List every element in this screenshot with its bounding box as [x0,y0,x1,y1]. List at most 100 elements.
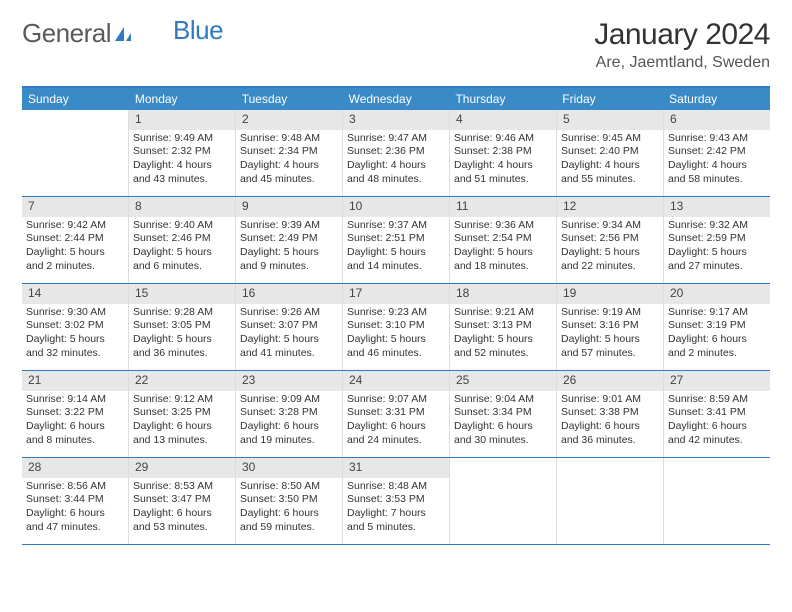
detail-line: and 42 minutes. [668,434,766,448]
detail-line: Sunrise: 8:53 AM [133,480,231,494]
day-cell: 12Sunrise: 9:34 AMSunset: 2:56 PMDayligh… [557,197,664,283]
detail-line: Sunset: 2:38 PM [454,145,552,159]
detail-line: and 51 minutes. [454,173,552,187]
detail-line: Daylight: 4 hours [240,159,338,173]
title-block: January 2024 Are, Jaemtland, Sweden [594,18,770,72]
day-details: Sunrise: 8:56 AMSunset: 3:44 PMDaylight:… [22,478,128,539]
detail-line: Sunrise: 9:07 AM [347,393,445,407]
day-cell: 3Sunrise: 9:47 AMSunset: 2:36 PMDaylight… [343,110,450,196]
detail-line: Daylight: 5 hours [26,246,124,260]
day-number: 3 [343,110,449,130]
detail-line: Daylight: 4 hours [454,159,552,173]
detail-line: Sunset: 3:44 PM [26,493,124,507]
detail-line: Sunset: 2:42 PM [668,145,766,159]
logo: General Blue [22,18,223,49]
detail-line: Daylight: 5 hours [454,333,552,347]
detail-line: and 55 minutes. [561,173,659,187]
day-number: 20 [664,284,770,304]
day-cell: 25Sunrise: 9:04 AMSunset: 3:34 PMDayligh… [450,371,557,457]
day-cell: 14Sunrise: 9:30 AMSunset: 3:02 PMDayligh… [22,284,129,370]
detail-line: and 53 minutes. [133,521,231,535]
detail-line: Sunrise: 9:14 AM [26,393,124,407]
day-number: 9 [236,197,342,217]
detail-line: Daylight: 6 hours [26,420,124,434]
day-cell: 6Sunrise: 9:43 AMSunset: 2:42 PMDaylight… [664,110,770,196]
detail-line: Sunset: 2:46 PM [133,232,231,246]
detail-line: Daylight: 4 hours [561,159,659,173]
day-number: 14 [22,284,128,304]
day-details: Sunrise: 9:17 AMSunset: 3:19 PMDaylight:… [664,304,770,365]
day-cell [664,458,770,544]
day-number: 29 [129,458,235,478]
week-row: 1Sunrise: 9:49 AMSunset: 2:32 PMDaylight… [22,110,770,197]
detail-line: Daylight: 4 hours [668,159,766,173]
day-number: 13 [664,197,770,217]
day-number: 5 [557,110,663,130]
day-cell: 21Sunrise: 9:14 AMSunset: 3:22 PMDayligh… [22,371,129,457]
day-cell: 2Sunrise: 9:48 AMSunset: 2:34 PMDaylight… [236,110,343,196]
detail-line: Sunrise: 9:42 AM [26,219,124,233]
detail-line: Daylight: 5 hours [347,333,445,347]
detail-line: Daylight: 6 hours [133,420,231,434]
day-number: 19 [557,284,663,304]
detail-line: Sunrise: 9:32 AM [668,219,766,233]
day-details: Sunrise: 9:07 AMSunset: 3:31 PMDaylight:… [343,391,449,452]
day-number: 27 [664,371,770,391]
day-cell: 27Sunrise: 8:59 AMSunset: 3:41 PMDayligh… [664,371,770,457]
detail-line: Daylight: 7 hours [347,507,445,521]
detail-line: and 27 minutes. [668,260,766,274]
detail-line: Sunrise: 9:45 AM [561,132,659,146]
detail-line: and 22 minutes. [561,260,659,274]
day-details: Sunrise: 9:09 AMSunset: 3:28 PMDaylight:… [236,391,342,452]
day-details: Sunrise: 9:26 AMSunset: 3:07 PMDaylight:… [236,304,342,365]
detail-line: Sunset: 3:02 PM [26,319,124,333]
detail-line: Sunrise: 9:49 AM [133,132,231,146]
detail-line: and 2 minutes. [668,347,766,361]
detail-line: Daylight: 4 hours [347,159,445,173]
day-number: 2 [236,110,342,130]
day-details: Sunrise: 9:12 AMSunset: 3:25 PMDaylight:… [129,391,235,452]
detail-line: and 9 minutes. [240,260,338,274]
detail-line: and 52 minutes. [454,347,552,361]
day-details: Sunrise: 9:43 AMSunset: 2:42 PMDaylight:… [664,130,770,191]
detail-line: and 19 minutes. [240,434,338,448]
detail-line: Sunset: 3:41 PM [668,406,766,420]
day-details: Sunrise: 9:36 AMSunset: 2:54 PMDaylight:… [450,217,556,278]
day-cell [22,110,129,196]
day-details: Sunrise: 9:48 AMSunset: 2:34 PMDaylight:… [236,130,342,191]
detail-line: Daylight: 5 hours [561,246,659,260]
detail-line: Daylight: 5 hours [133,333,231,347]
detail-line: Daylight: 6 hours [454,420,552,434]
detail-line: and 41 minutes. [240,347,338,361]
day-details: Sunrise: 9:46 AMSunset: 2:38 PMDaylight:… [450,130,556,191]
detail-line: Daylight: 5 hours [454,246,552,260]
day-header-row: SundayMondayTuesdayWednesdayThursdayFrid… [22,88,770,110]
day-cell: 10Sunrise: 9:37 AMSunset: 2:51 PMDayligh… [343,197,450,283]
day-details: Sunrise: 9:40 AMSunset: 2:46 PMDaylight:… [129,217,235,278]
detail-line: Daylight: 6 hours [240,420,338,434]
detail-line: Sunset: 3:38 PM [561,406,659,420]
day-cell: 9Sunrise: 9:39 AMSunset: 2:49 PMDaylight… [236,197,343,283]
day-number: 28 [22,458,128,478]
day-number: 17 [343,284,449,304]
day-cell [557,458,664,544]
day-details: Sunrise: 9:21 AMSunset: 3:13 PMDaylight:… [450,304,556,365]
detail-line: and 30 minutes. [454,434,552,448]
day-cell: 23Sunrise: 9:09 AMSunset: 3:28 PMDayligh… [236,371,343,457]
day-number: 26 [557,371,663,391]
detail-line: Sunset: 3:50 PM [240,493,338,507]
detail-line: Daylight: 6 hours [26,507,124,521]
detail-line: Sunset: 3:16 PM [561,319,659,333]
day-cell: 24Sunrise: 9:07 AMSunset: 3:31 PMDayligh… [343,371,450,457]
detail-line: and 48 minutes. [347,173,445,187]
detail-line: Daylight: 5 hours [133,246,231,260]
detail-line: Sunset: 2:44 PM [26,232,124,246]
day-details: Sunrise: 9:04 AMSunset: 3:34 PMDaylight:… [450,391,556,452]
day-number: 12 [557,197,663,217]
detail-line: Sunset: 2:40 PM [561,145,659,159]
week-row: 7Sunrise: 9:42 AMSunset: 2:44 PMDaylight… [22,197,770,284]
day-number: 1 [129,110,235,130]
week-row: 28Sunrise: 8:56 AMSunset: 3:44 PMDayligh… [22,458,770,545]
detail-line: Daylight: 6 hours [668,333,766,347]
day-number: 4 [450,110,556,130]
